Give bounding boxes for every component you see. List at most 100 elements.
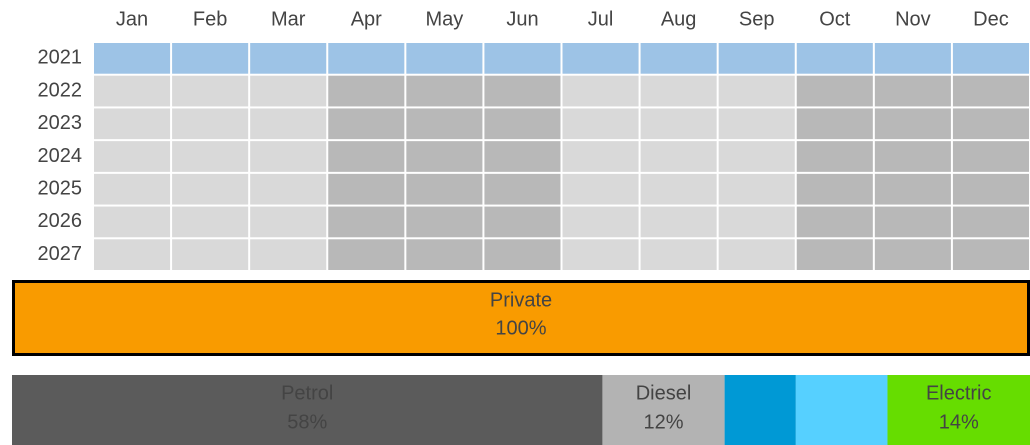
- calendar-cell[interactable]: [484, 173, 561, 205]
- calendar-cell[interactable]: [94, 206, 171, 238]
- calendar-cell[interactable]: [952, 173, 1029, 205]
- calendar-cell[interactable]: [874, 173, 951, 205]
- fuel-value: 12%: [644, 411, 684, 433]
- calendar-cell[interactable]: [94, 173, 171, 205]
- calendar-cell[interactable]: [406, 173, 483, 205]
- calendar-cell[interactable]: [562, 206, 639, 238]
- private-bar: [12, 280, 1030, 356]
- calendar-cell[interactable]: [250, 75, 327, 107]
- month-label: Sep: [739, 8, 775, 30]
- month-label: Aug: [661, 8, 697, 30]
- calendar-cell[interactable]: [562, 108, 639, 140]
- calendar-cell[interactable]: [640, 239, 717, 270]
- year-label: 2026: [38, 210, 83, 232]
- calendar-cell[interactable]: [484, 141, 561, 172]
- calendar-cell[interactable]: [796, 108, 873, 140]
- month-label: Jun: [506, 8, 538, 30]
- calendar-cell[interactable]: [172, 239, 249, 270]
- calendar-cell[interactable]: [328, 239, 405, 270]
- calendar-cell[interactable]: [874, 141, 951, 172]
- calendar-cell[interactable]: [406, 206, 483, 238]
- calendar-cell[interactable]: [640, 43, 717, 74]
- calendar-cell[interactable]: [172, 141, 249, 172]
- calendar-cell[interactable]: [172, 43, 249, 74]
- calendar-cell[interactable]: [796, 173, 873, 205]
- calendar-cell[interactable]: [640, 141, 717, 172]
- calendar-cell[interactable]: [406, 108, 483, 140]
- calendar-cell[interactable]: [406, 141, 483, 172]
- fuel-label: Diesel: [636, 382, 692, 404]
- calendar-cell[interactable]: [94, 108, 171, 140]
- month-label: Dec: [973, 8, 1009, 30]
- calendar-cell[interactable]: [874, 43, 951, 74]
- calendar-cell[interactable]: [406, 239, 483, 270]
- calendar-cell[interactable]: [484, 206, 561, 238]
- calendar-cell[interactable]: [640, 108, 717, 140]
- calendar-cell[interactable]: [172, 75, 249, 107]
- calendar-cell[interactable]: [562, 75, 639, 107]
- calendar-cell[interactable]: [952, 108, 1029, 140]
- fuel-label: Petrol: [281, 382, 333, 404]
- calendar-cell[interactable]: [94, 75, 171, 107]
- calendar-cell[interactable]: [640, 173, 717, 205]
- calendar-cell[interactable]: [952, 141, 1029, 172]
- calendar-cell[interactable]: [172, 173, 249, 205]
- private-value: 100%: [495, 317, 546, 339]
- calendar-cell[interactable]: [640, 206, 717, 238]
- calendar-cell[interactable]: [952, 239, 1029, 270]
- calendar-cell[interactable]: [328, 108, 405, 140]
- calendar-cell[interactable]: [874, 108, 951, 140]
- calendar-cell[interactable]: [718, 173, 795, 205]
- calendar-cell[interactable]: [328, 43, 405, 74]
- calendar-cell[interactable]: [718, 108, 795, 140]
- calendar-cell[interactable]: [94, 141, 171, 172]
- year-label: 2022: [38, 79, 83, 101]
- calendar-cell[interactable]: [94, 239, 171, 270]
- calendar-cell[interactable]: [796, 75, 873, 107]
- calendar-cell[interactable]: [250, 239, 327, 270]
- calendar-cell[interactable]: [874, 239, 951, 270]
- calendar-cell[interactable]: [250, 206, 327, 238]
- calendar-cell[interactable]: [406, 43, 483, 74]
- calendar-cell[interactable]: [172, 108, 249, 140]
- calendar-cell[interactable]: [796, 239, 873, 270]
- calendar-cell[interactable]: [328, 75, 405, 107]
- calendar-cell[interactable]: [718, 43, 795, 74]
- calendar-cell[interactable]: [328, 206, 405, 238]
- calendar-cell[interactable]: [952, 75, 1029, 107]
- fuel-label: Electric: [926, 382, 992, 404]
- private-label: Private: [490, 289, 552, 311]
- calendar-cell[interactable]: [874, 75, 951, 107]
- month-label: Jul: [588, 8, 614, 30]
- calendar-cell[interactable]: [796, 206, 873, 238]
- calendar-cell[interactable]: [484, 43, 561, 74]
- calendar-cell[interactable]: [562, 43, 639, 74]
- calendar-cell[interactable]: [250, 173, 327, 205]
- calendar-cell[interactable]: [562, 173, 639, 205]
- calendar-cell[interactable]: [952, 206, 1029, 238]
- calendar-cell[interactable]: [328, 141, 405, 172]
- calendar-cell[interactable]: [874, 206, 951, 238]
- calendar-cell[interactable]: [718, 206, 795, 238]
- calendar-cell[interactable]: [562, 141, 639, 172]
- month-label: May: [425, 8, 463, 30]
- calendar-cell[interactable]: [718, 239, 795, 270]
- calendar-cell[interactable]: [94, 43, 171, 74]
- calendar-cell[interactable]: [640, 75, 717, 107]
- calendar-cell[interactable]: [718, 141, 795, 172]
- calendar-cell[interactable]: [484, 108, 561, 140]
- calendar-cell[interactable]: [328, 173, 405, 205]
- calendar-cell[interactable]: [796, 43, 873, 74]
- year-label: 2023: [38, 112, 83, 134]
- calendar-cell[interactable]: [250, 108, 327, 140]
- calendar-cell[interactable]: [250, 43, 327, 74]
- calendar-cell[interactable]: [484, 75, 561, 107]
- calendar-cell[interactable]: [172, 206, 249, 238]
- calendar-cell[interactable]: [484, 239, 561, 270]
- calendar-cell[interactable]: [796, 141, 873, 172]
- calendar-cell[interactable]: [718, 75, 795, 107]
- calendar-cell[interactable]: [562, 239, 639, 270]
- calendar-cell[interactable]: [952, 43, 1029, 74]
- calendar-cell[interactable]: [250, 141, 327, 172]
- calendar-cell[interactable]: [406, 75, 483, 107]
